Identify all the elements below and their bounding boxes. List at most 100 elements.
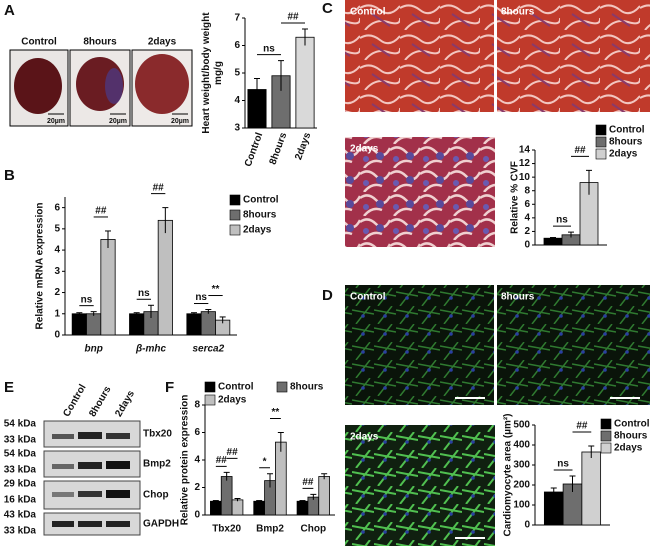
protein-label: GAPDH — [143, 519, 179, 530]
legend-swatch — [204, 381, 216, 393]
y-tick-label: 200 — [513, 480, 530, 491]
significance-label: ## — [216, 455, 228, 466]
significance-label: ** — [272, 407, 280, 418]
image-label: 8hours — [501, 292, 535, 303]
y-tick-label: 10 — [519, 172, 531, 183]
y-tick-label: 0 — [524, 240, 530, 251]
legend-label: Control — [609, 125, 645, 136]
y-tick-label: 3 — [234, 123, 240, 134]
y-tick-label: 400 — [513, 440, 530, 451]
y-tick-label: 6 — [194, 427, 200, 438]
image-label: 2days — [350, 432, 379, 443]
significance-label: ns — [557, 459, 569, 470]
significance-label: ## — [302, 477, 314, 488]
significance-label: ns — [81, 294, 93, 305]
bar — [100, 239, 116, 336]
lane-label: 8hours — [87, 384, 113, 419]
y-tick-label: 500 — [513, 420, 530, 431]
y-tick-label: 3 — [54, 266, 60, 277]
y-tick-label: 0 — [194, 510, 200, 521]
legend-label: 8hours — [290, 382, 324, 393]
y-axis-label: Relative mRNA expression — [35, 203, 46, 330]
scale-label: 20µm — [47, 118, 65, 125]
panel-label: B — [4, 167, 15, 184]
image-label: 8hours — [83, 37, 117, 48]
panel-label: C — [322, 0, 333, 17]
significance-label: ns — [138, 288, 150, 299]
legend-label: 8hours — [609, 137, 643, 148]
protein-label: Bmp2 — [143, 459, 171, 470]
fluorescence-image — [345, 285, 494, 405]
bar — [129, 313, 145, 336]
legend-label: Control — [243, 195, 279, 206]
y-tick-label: 6 — [524, 199, 530, 210]
y-axis-label: Cardiomyocyte area (µm²) — [503, 413, 514, 536]
bar — [220, 476, 233, 516]
significance-label: ns — [263, 43, 275, 54]
bar — [157, 219, 173, 336]
legend-label: 2days — [218, 395, 247, 406]
scale-label: 20µm — [171, 118, 189, 125]
bar — [200, 311, 216, 336]
image-label: Control — [350, 7, 386, 18]
significance-label: ## — [227, 447, 239, 458]
marker-label: 33 kDa — [4, 435, 37, 446]
y-tick-label: 7 — [234, 13, 240, 24]
protein-label: Chop — [143, 490, 169, 501]
legend-swatch — [600, 442, 612, 454]
significance-label: ## — [576, 421, 588, 432]
histology-image — [345, 0, 494, 112]
y-tick-label: 2 — [524, 226, 530, 237]
legend-swatch — [595, 124, 607, 136]
y-tick-label: 0 — [524, 520, 530, 531]
x-tick-label: β-mhc — [135, 344, 167, 355]
y-tick-label: 0 — [54, 330, 60, 341]
x-tick-label: Chop — [301, 524, 327, 535]
y-tick-label: 2 — [54, 287, 60, 298]
x-tick-label: Bmp2 — [256, 524, 284, 535]
legend-swatch — [229, 194, 241, 206]
legend-swatch — [229, 224, 241, 236]
marker-label: 33 kDa — [4, 526, 37, 537]
y-tick-label: 2 — [194, 482, 200, 493]
y-axis-label: Relative protein expression — [180, 395, 191, 526]
legend-swatch — [600, 418, 612, 430]
legend-label: Control — [218, 382, 254, 393]
y-tick-label: 6 — [234, 40, 240, 51]
significance-label: ## — [95, 206, 107, 217]
x-tick-label: 2days — [293, 131, 313, 162]
bar — [275, 441, 287, 516]
legend-swatch — [276, 381, 288, 393]
y-tick-label: 12 — [519, 158, 531, 169]
fluorescence-image — [345, 425, 495, 546]
y-tick-label: 14 — [519, 145, 531, 156]
image-label: Control — [350, 292, 386, 303]
legend-label: 2days — [243, 225, 272, 236]
marker-label: 29 kDa — [4, 479, 37, 490]
y-tick-label: 1 — [54, 308, 60, 319]
legend-swatch — [229, 209, 241, 221]
legend-label: 8hours — [614, 431, 648, 442]
bar — [71, 313, 87, 336]
y-axis-label-line: Heart weight/body weight — [201, 12, 212, 134]
protein-label: Tbx20 — [143, 429, 172, 440]
y-tick-label: 8 — [524, 185, 530, 196]
bar — [581, 451, 602, 526]
y-tick-label: 4 — [194, 455, 200, 466]
lane-label: 2days — [113, 388, 137, 418]
significance-label: ## — [574, 145, 586, 156]
heart-photos — [9, 49, 193, 127]
histology-image — [345, 137, 495, 247]
x-tick-label: Control — [243, 131, 266, 168]
bar — [318, 476, 330, 516]
y-tick-label: 5 — [234, 68, 240, 79]
y-axis-label-line: mg/g — [213, 61, 224, 85]
bar — [296, 500, 309, 516]
significance-label: ## — [287, 12, 299, 23]
marker-label: 54 kDa — [4, 449, 37, 460]
bar — [543, 237, 563, 246]
marker-label: 43 kDa — [4, 510, 37, 521]
legend-label: 2days — [614, 443, 643, 454]
panel-label: E — [4, 379, 14, 396]
significance-label: ## — [153, 182, 165, 193]
